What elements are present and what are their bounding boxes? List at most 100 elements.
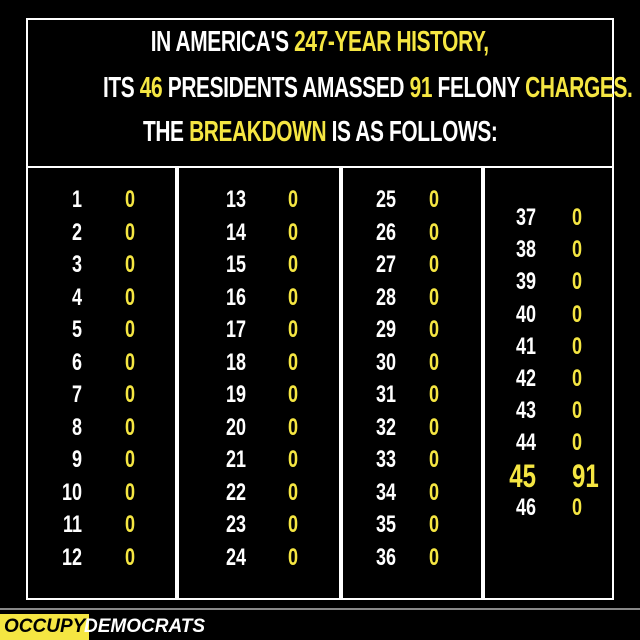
president-number: 9 <box>71 446 82 473</box>
charge-count: 0 <box>288 511 299 538</box>
charge-count: 0 <box>572 493 583 521</box>
president-number: 2 <box>71 218 82 246</box>
president-number: 44 <box>515 429 536 457</box>
president-number: 23 <box>225 511 246 538</box>
president-number: 28 <box>375 283 396 311</box>
president-number: 29 <box>375 316 396 343</box>
charge-count: 0 <box>125 348 136 376</box>
header-line: THE BREAKDOWN IS AS FOLLOWS: <box>0 116 640 149</box>
header-segment: THE <box>142 116 189 148</box>
charge-count: 0 <box>429 348 440 376</box>
president-number: 32 <box>375 413 396 441</box>
charge-count: 0 <box>429 316 440 343</box>
header-segment: FELONY <box>432 72 526 104</box>
charge-count: 91 <box>572 457 599 494</box>
charge-count: 0 <box>288 218 299 246</box>
charge-count: 0 <box>288 316 299 343</box>
president-number: 5 <box>71 316 82 343</box>
header-segment: 247-YEAR HISTORY, <box>294 26 489 58</box>
president-number: 13 <box>225 186 246 213</box>
president-number: 35 <box>375 511 396 538</box>
president-number: 14 <box>225 218 246 246</box>
charge-count: 0 <box>288 413 299 441</box>
charge-count: 0 <box>429 543 440 571</box>
header-segment: 46 <box>139 72 163 104</box>
president-number: 1 <box>71 186 82 213</box>
president-number: 24 <box>225 543 246 571</box>
charge-count: 0 <box>125 283 136 311</box>
president-number: 30 <box>375 348 396 376</box>
charge-count: 0 <box>288 478 299 506</box>
president-number: 17 <box>225 316 246 343</box>
header-line-text: ITS 46 PRESIDENTS AMASSED 91 FELONY CHAR… <box>103 72 633 105</box>
charge-count: 0 <box>572 204 583 231</box>
header-segment: CHARGES. <box>525 72 633 104</box>
charge-count: 0 <box>288 186 299 213</box>
charge-count: 0 <box>429 381 440 408</box>
president-number: 38 <box>515 236 536 264</box>
charge-count: 0 <box>429 218 440 246</box>
charge-count: 0 <box>125 381 136 408</box>
charge-count: 0 <box>572 268 583 296</box>
charge-count: 0 <box>125 251 136 278</box>
charge-count: 0 <box>125 316 136 343</box>
charge-count: 0 <box>429 283 440 311</box>
charge-count: 0 <box>572 236 583 264</box>
president-number: 8 <box>71 413 82 441</box>
president-number: 4 <box>71 283 82 311</box>
column-box <box>177 166 341 600</box>
president-number: 10 <box>61 478 82 506</box>
charge-count: 0 <box>429 478 440 506</box>
president-number: 31 <box>375 381 396 408</box>
president-number: 12 <box>61 543 82 571</box>
president-number: 20 <box>225 413 246 441</box>
charge-count: 0 <box>429 511 440 538</box>
president-number: 34 <box>375 478 396 506</box>
charge-count: 0 <box>125 186 136 213</box>
column-box <box>26 166 177 600</box>
president-number: 21 <box>225 446 246 473</box>
president-number: 15 <box>225 251 246 278</box>
column-box <box>341 166 483 600</box>
president-number: 39 <box>515 268 536 296</box>
charge-count: 0 <box>572 332 583 360</box>
charge-count: 0 <box>572 365 583 392</box>
header-segment: BREAKDOWN <box>188 116 326 148</box>
header-line: ITS 46 PRESIDENTS AMASSED 91 FELONY CHAR… <box>0 72 640 105</box>
president-number: 46 <box>515 493 536 521</box>
header-segment: IN AMERICA'S <box>151 26 295 58</box>
charge-count: 0 <box>429 446 440 473</box>
header-line-text: THE BREAKDOWN IS AS FOLLOWS: <box>143 116 498 149</box>
president-number: 37 <box>515 204 536 231</box>
president-number: 6 <box>71 348 82 376</box>
header-segment: ITS <box>102 72 140 104</box>
footer: OCCUPY DEMOCRATS <box>0 608 640 640</box>
charge-count: 0 <box>288 543 299 571</box>
president-number: 36 <box>375 543 396 571</box>
charge-count: 0 <box>288 283 299 311</box>
column-box <box>483 166 614 600</box>
charge-count: 0 <box>288 348 299 376</box>
charge-count: 0 <box>125 543 136 571</box>
header-segment: IS AS FOLLOWS: <box>325 116 498 148</box>
charge-count: 0 <box>125 478 136 506</box>
president-number: 7 <box>71 381 82 408</box>
header-line: IN AMERICA'S 247-YEAR HISTORY, <box>0 26 640 59</box>
charge-count: 0 <box>572 397 583 425</box>
charge-count: 0 <box>572 300 583 328</box>
brand-second: DEMOCRATS <box>84 616 206 637</box>
president-number: 18 <box>225 348 246 376</box>
president-number: 40 <box>515 300 536 328</box>
charge-count: 0 <box>288 251 299 278</box>
charge-count: 0 <box>125 446 136 473</box>
president-number: 45 <box>509 457 536 494</box>
president-number: 25 <box>375 186 396 213</box>
president-number: 41 <box>515 332 536 360</box>
president-number: 19 <box>225 381 246 408</box>
president-number: 26 <box>375 218 396 246</box>
header-segment: 91 <box>409 72 433 104</box>
charge-count: 0 <box>125 218 136 246</box>
charge-count: 0 <box>429 413 440 441</box>
charge-count: 0 <box>125 413 136 441</box>
